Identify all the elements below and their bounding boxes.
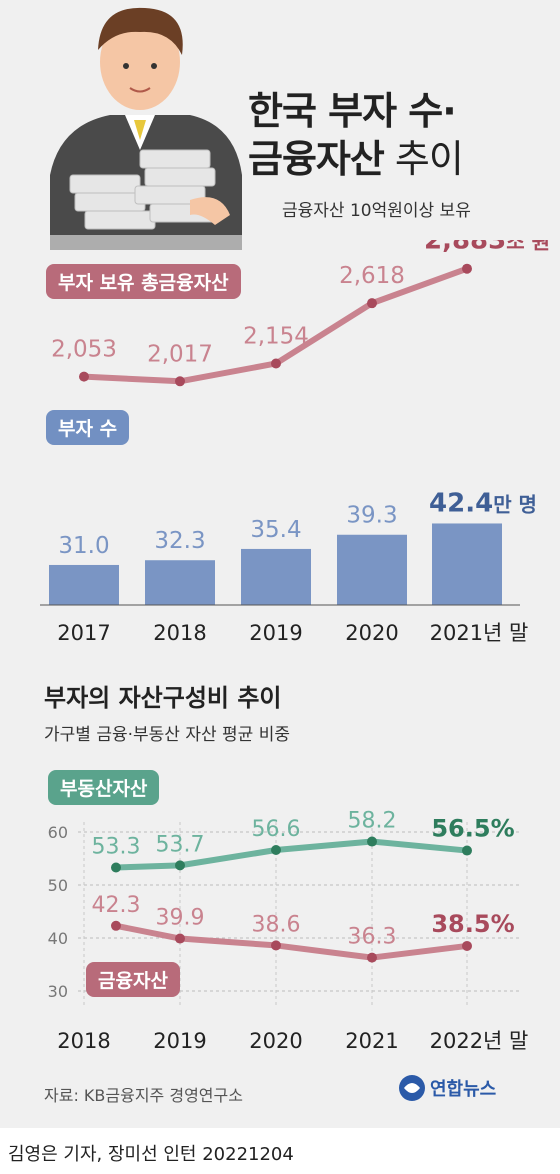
composition-point xyxy=(462,845,472,856)
source-text: 자료: KB금융지주 경영연구소 xyxy=(44,1086,243,1105)
rich-count-label: 부자 수 xyxy=(46,410,130,445)
composition-value-label: 58.2 xyxy=(348,809,397,834)
total-assets-value-label: 2,618 xyxy=(339,263,405,289)
composition-point xyxy=(175,933,185,944)
rich-count-value-label: 31.0 xyxy=(58,533,109,559)
year-tick-label: 2021 xyxy=(345,1029,398,1053)
total-assets-line-chart: 2,053 2,017 2,154 2,618 2,883조 원 xyxy=(51,240,550,387)
rich-count-bar xyxy=(432,523,502,605)
y-tick-label: 30 xyxy=(48,982,68,1001)
composition-point xyxy=(271,845,281,856)
rich-count-bar xyxy=(241,548,311,605)
composition-value-label: 38.5% xyxy=(431,910,514,938)
total-assets-point xyxy=(79,371,89,382)
year-tick-label: 2019 xyxy=(153,1029,206,1053)
rich-count-bar xyxy=(337,534,407,605)
y-tick-label: 50 xyxy=(48,876,68,895)
year-tick-label: 2021년 말 xyxy=(430,621,529,645)
composition-point xyxy=(111,920,121,931)
composition-value-label: 56.6 xyxy=(252,817,301,842)
composition-value-label: 53.3 xyxy=(92,835,141,860)
year-tick-label: 2018 xyxy=(153,621,206,645)
rich-count-unit: 만 명 xyxy=(493,492,537,516)
total-assets-point xyxy=(175,376,185,387)
composition-subtitle: 가구별 금융·부동산 자산 평균 비중 xyxy=(44,725,290,745)
yonhap-logo-text: 연합뉴스 xyxy=(430,1079,497,1100)
real-estate-label: 부동산자산 xyxy=(48,770,160,805)
yonhap-logo: 연합뉴스 xyxy=(398,1074,496,1102)
rich-count-bar-chart: 31.0 2017 32.3 2018 35.4 2019 39.3 2020 42.4만 명 2… xyxy=(40,488,537,645)
total-assets-point xyxy=(271,358,281,369)
main-title-line2: 금융자산 추이 xyxy=(248,137,464,181)
year-tick-label: 2020 xyxy=(249,1029,302,1053)
y-tick-label: 60 xyxy=(48,823,68,842)
rich-count-bar xyxy=(49,564,119,605)
composition-value-label: 36.3 xyxy=(348,925,397,950)
y-tick-label: 40 xyxy=(48,929,68,948)
composition-value-label: 42.3 xyxy=(92,893,141,918)
year-tick-label: 2019 xyxy=(249,621,302,645)
total-assets-value-label: 2,883조 원 xyxy=(424,240,550,256)
composition-value-label: 38.6 xyxy=(252,912,301,937)
year-tick-label: 2020 xyxy=(345,621,398,645)
total-assets-point xyxy=(367,298,377,309)
year-tick-label: 2018 xyxy=(57,1029,110,1053)
rich-count-value-label: 42.4만 명 xyxy=(429,488,537,518)
composition-value-label: 53.7 xyxy=(156,832,205,857)
yonhap-logo-icon xyxy=(399,1075,425,1101)
total-assets-label: 부자 보유 총금융자산 xyxy=(46,264,241,299)
composition-point xyxy=(367,836,377,847)
main-title-line1: 한국 부자 수· xyxy=(248,89,457,133)
total-assets-point xyxy=(462,263,472,274)
total-assets-value-label: 2,017 xyxy=(147,341,213,367)
financial-label: 금융자산 xyxy=(86,962,180,997)
rich-count-value-label: 35.4 xyxy=(250,517,301,543)
total-assets-value-label: 2,154 xyxy=(243,323,309,349)
composition-title: 부자의 자산구성비 추이 xyxy=(44,684,282,712)
composition-value-label: 39.9 xyxy=(156,906,205,931)
total-assets-value-label: 2,053 xyxy=(51,337,117,363)
businessman-illustration xyxy=(30,7,250,250)
composition-point xyxy=(367,952,377,963)
total-assets-unit: 조 원 xyxy=(506,240,550,254)
composition-line-chart: 60 50 40 30 53.3 53.7 56.6 58.2 56.5% 42.3 39.9 38.… xyxy=(48,809,529,1053)
credit-text: 김영은 기자, 장미선 인턴 20221204 xyxy=(8,1144,294,1165)
composition-point xyxy=(462,940,472,951)
year-tick-label: 2022년 말 xyxy=(430,1029,529,1053)
composition-point xyxy=(111,862,121,873)
composition-point xyxy=(271,940,281,951)
year-tick-label: 2017 xyxy=(57,621,110,645)
rich-count-bar xyxy=(145,560,215,605)
rich-count-value-label: 39.3 xyxy=(346,503,397,529)
rich-count-value-label: 32.3 xyxy=(154,528,205,554)
composition-value-label: 56.5% xyxy=(431,815,514,843)
composition-point xyxy=(175,860,185,871)
main-subtitle: 금융자산 10억원이상 보유 xyxy=(282,201,471,221)
